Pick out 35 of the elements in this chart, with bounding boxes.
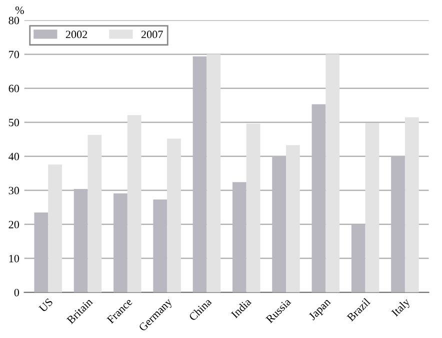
x-tick-label: US (38, 298, 54, 313)
bar (286, 145, 300, 292)
legend-label: 2002 (66, 30, 88, 38)
y-axis-title: % (15, 6, 24, 14)
y-tick-label: 10 (9, 254, 20, 262)
bar (167, 138, 181, 292)
bar (206, 54, 221, 292)
y-tick-label: 40 (8, 152, 20, 160)
bar (34, 212, 48, 292)
bar (114, 193, 128, 292)
bar (232, 182, 246, 292)
y-tick-label: 60 (8, 84, 20, 92)
bar (153, 200, 168, 292)
legend-label: 2007 (141, 30, 163, 38)
bar (127, 115, 142, 292)
bar (192, 56, 207, 292)
y-tick-label: 50 (8, 118, 20, 126)
bar (272, 156, 286, 292)
bar (351, 224, 366, 292)
bar (74, 188, 88, 292)
bar (246, 124, 260, 292)
bar (404, 117, 419, 292)
y-tick-label: 80 (8, 16, 20, 24)
bar (326, 54, 340, 292)
y-tick-label: 70 (9, 50, 20, 58)
y-tick-label: 0 (14, 288, 20, 296)
bar (365, 122, 380, 292)
bar (312, 104, 326, 292)
bar (48, 164, 62, 292)
y-tick-label: 20 (8, 220, 20, 228)
y-tick-label: 30 (8, 186, 20, 194)
bar (88, 134, 102, 292)
x-tick-label: India (230, 297, 252, 319)
bar (391, 156, 405, 292)
x-tick-label: Italy (390, 297, 412, 318)
